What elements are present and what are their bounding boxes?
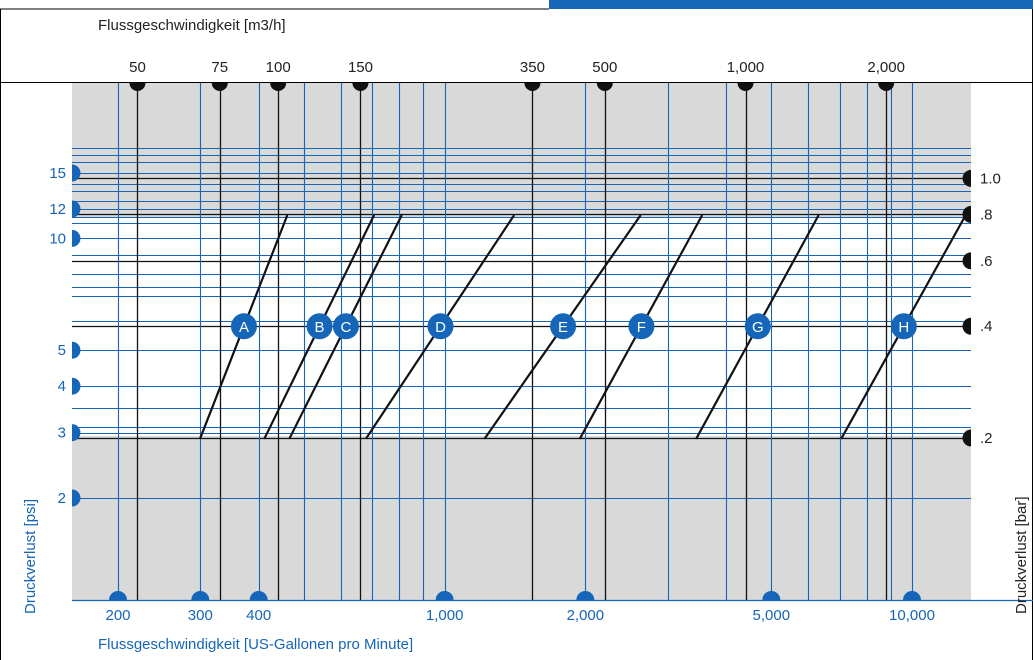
right-tick-marker — [962, 169, 971, 187]
series-marker-d — [427, 313, 454, 340]
left-tick-label: 10 — [49, 230, 66, 247]
series-marker-e — [550, 313, 577, 340]
right-tick-label: .2 — [980, 430, 993, 447]
bottom-axis-ticks: 200 300 400 1,000 2,000 5,000 10,000 — [105, 591, 935, 624]
top-tick-label: 50 — [129, 59, 146, 76]
left-tick-label: 4 — [58, 378, 66, 395]
top-tick-marker — [737, 83, 754, 91]
bottom-tick-label: 200 — [105, 607, 130, 624]
top-tick-label: 1,000 — [727, 59, 765, 76]
right-tick-marker — [962, 205, 971, 223]
left-tick-label: 3 — [58, 425, 66, 442]
left-tick-marker — [72, 164, 81, 182]
left-tick-marker — [72, 424, 81, 442]
top-tick-marker — [596, 83, 613, 91]
series-marker-h — [890, 313, 917, 340]
top-tick-label: 500 — [592, 59, 617, 76]
right-tick-marker — [962, 252, 971, 270]
right-tick-label: .8 — [980, 206, 993, 223]
top-tick-marker — [270, 83, 287, 91]
right-axis-title: Druckverlust [bar] — [1013, 496, 1030, 614]
left-tick-marker — [72, 200, 81, 218]
bottom-tick-label: 300 — [188, 607, 213, 624]
series-marker-a — [230, 313, 257, 340]
bottom-tick-label: 2,000 — [567, 607, 605, 624]
bottom-tick-marker — [109, 591, 127, 600]
top-tick-label: 150 — [348, 59, 373, 76]
series-marker-label: H — [898, 319, 909, 336]
bottom-tick-marker — [435, 591, 454, 600]
right-axis-ticks: 1.0 .8 .6 .4 .2 — [962, 169, 1001, 447]
bottom-tick-label: 1,000 — [426, 607, 464, 624]
top-tick-marker — [352, 83, 369, 91]
left-tick-label: 5 — [58, 342, 66, 359]
bottom-tick-label: 400 — [246, 607, 271, 624]
series-marker-label: D — [435, 319, 446, 336]
series-marker-label: C — [340, 319, 351, 336]
top-tick-marker — [129, 83, 146, 91]
series-marker-f — [628, 313, 655, 340]
right-tick-label: .6 — [980, 253, 993, 270]
top-tick-marker — [878, 83, 895, 91]
left-tick-label: 2 — [58, 490, 66, 507]
top-tick-marker — [524, 83, 541, 91]
series-marker-label: A — [239, 319, 249, 336]
bottom-tick-marker — [191, 591, 210, 600]
left-axis-ticks: 15 12 10 5 4 3 2 — [49, 164, 81, 507]
left-tick-marker — [72, 377, 81, 395]
series-marker-g — [744, 313, 771, 340]
top-tick-label: 100 — [266, 59, 291, 76]
header-accent-bar — [549, 0, 1033, 9]
series-marker-label: B — [315, 319, 325, 336]
right-tick-label: 1.0 — [980, 170, 1001, 187]
top-axis-title: Flussgeschwindigkeit [m3/h] — [98, 17, 286, 34]
left-tick-label: 15 — [49, 165, 66, 182]
bottom-tick-marker — [762, 591, 781, 600]
bar-gridlines — [72, 177, 971, 440]
bottom-tick-marker — [903, 591, 921, 600]
bottom-tick-marker — [576, 591, 595, 600]
left-axis-title: Druckverlust [psi] — [22, 499, 39, 614]
right-tick-label: .4 — [980, 318, 993, 335]
top-axis-ticks: 50 75 100 150 350 500 1,000 2,000 — [129, 59, 905, 91]
bottom-tick-label: 10,000 — [889, 607, 935, 624]
top-tick-label: 350 — [520, 59, 545, 76]
series-marker-label: F — [637, 319, 646, 336]
right-tick-marker — [962, 429, 971, 447]
left-tick-marker — [72, 341, 81, 359]
series-marker-c — [332, 313, 359, 340]
left-tick-label: 12 — [49, 201, 66, 218]
top-tick-label: 75 — [211, 59, 228, 76]
series-marker-label: G — [752, 319, 764, 336]
series-marker-b — [306, 313, 333, 340]
top-tick-marker — [211, 83, 228, 91]
left-tick-marker — [72, 229, 81, 247]
series-marker-label: E — [558, 319, 568, 336]
bottom-tick-marker — [249, 591, 268, 600]
right-tick-marker — [962, 317, 971, 335]
bottom-axis-title: Flussgeschwindigkeit [US-Gallonen pro Mi… — [98, 636, 413, 653]
gpm-gridlines — [117, 83, 914, 600]
m3h-gridlines — [136, 83, 888, 600]
bottom-tick-label: 5,000 — [753, 607, 791, 624]
top-tick-label: 2,000 — [867, 59, 905, 76]
left-tick-marker — [72, 489, 81, 507]
